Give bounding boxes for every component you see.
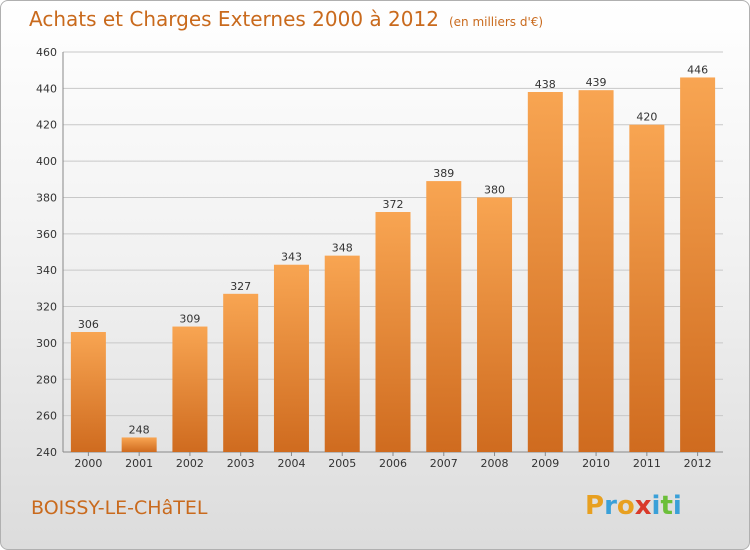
chart-title: Achats et Charges Externes 2000 à 2012 (e… — [29, 7, 543, 31]
x-tick-label: 2002 — [176, 457, 204, 470]
x-tick-label: 2011 — [633, 457, 661, 470]
bar — [121, 437, 157, 452]
title-text: Achats et Charges Externes 2000 à 2012 — [29, 7, 439, 31]
bar — [375, 212, 411, 452]
y-tick-label: 420 — [36, 119, 57, 132]
value-label: 306 — [78, 318, 99, 331]
x-tick-label: 2009 — [531, 457, 559, 470]
bar — [223, 293, 259, 452]
logo-letter: t — [660, 491, 673, 521]
x-tick-label: 2000 — [74, 457, 102, 470]
bar — [477, 197, 513, 452]
x-tick-label: 2004 — [277, 457, 305, 470]
y-tick-label: 260 — [36, 410, 57, 423]
bar — [273, 264, 309, 452]
value-label: 372 — [383, 198, 404, 211]
unit-text: (en milliers d'€) — [448, 15, 544, 29]
y-tick-label: 380 — [36, 191, 57, 204]
value-label: 380 — [484, 183, 505, 196]
y-tick-label: 340 — [36, 264, 57, 277]
bars — [70, 77, 716, 453]
value-label: 439 — [586, 76, 607, 89]
y-tick-label: 240 — [36, 446, 57, 459]
logo-letter: r — [604, 491, 617, 521]
x-tick-label: 2010 — [582, 457, 610, 470]
value-label: 446 — [687, 63, 708, 76]
x-tick-label: 2006 — [379, 457, 407, 470]
bar — [426, 181, 462, 452]
bar — [324, 255, 360, 452]
y-tick-label: 280 — [36, 373, 57, 386]
bar — [527, 92, 563, 452]
value-label: 309 — [179, 313, 200, 326]
proxiti-logo: Proxiti — [585, 491, 682, 521]
x-tick-label: 2001 — [125, 457, 153, 470]
value-label: 327 — [230, 280, 251, 293]
bar — [578, 90, 614, 452]
place-name: BOISSY-LE-CHâTEL — [31, 497, 208, 519]
x-tick-label: 2005 — [328, 457, 356, 470]
logo-letter: i — [672, 491, 682, 521]
x-tick-label: 2008 — [481, 457, 509, 470]
bar — [172, 326, 208, 452]
y-tick-label: 360 — [36, 228, 57, 241]
bar — [70, 332, 106, 452]
value-label: 348 — [332, 242, 353, 255]
y-tick-label: 300 — [36, 337, 57, 350]
bar — [680, 77, 716, 453]
bar — [629, 124, 665, 453]
y-tick-label: 460 — [36, 46, 57, 59]
logo-letter: P — [585, 491, 605, 521]
value-label: 420 — [636, 111, 657, 124]
value-label: 343 — [281, 251, 302, 264]
y-tick-label: 320 — [36, 301, 57, 314]
value-label: 389 — [433, 167, 454, 180]
x-tick-label: 2003 — [227, 457, 255, 470]
logo-letter: o — [616, 491, 635, 521]
x-tick-label: 2012 — [684, 457, 712, 470]
labels: 240 260 280 300 320 340 360 380 400 420 440 460 306 2… — [36, 46, 712, 470]
y-tick-label: 440 — [36, 82, 57, 95]
value-label: 248 — [129, 423, 150, 436]
logo-letter: x — [634, 491, 652, 521]
logo-letter: i — [651, 491, 661, 521]
x-tick-label: 2007 — [430, 457, 458, 470]
y-tick-label: 400 — [36, 155, 57, 168]
value-label: 438 — [535, 78, 556, 91]
